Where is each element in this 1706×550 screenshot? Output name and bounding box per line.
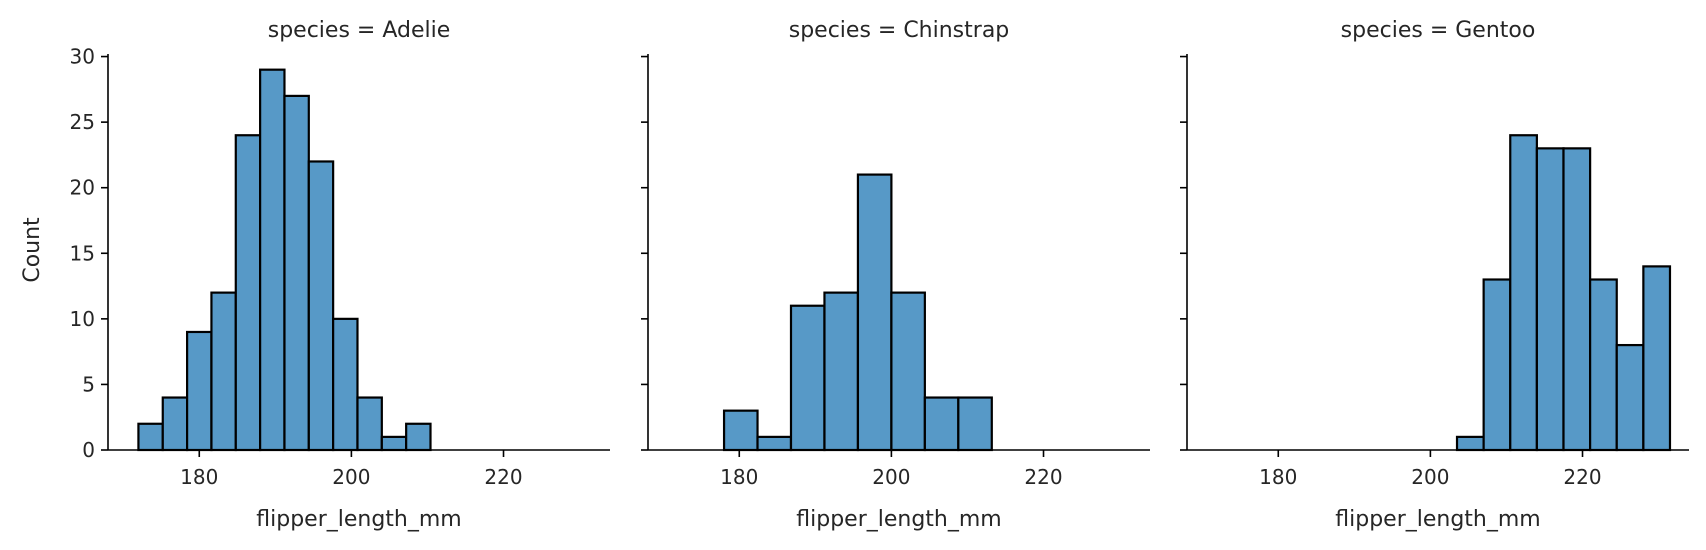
facet-title: species = Adelie	[268, 18, 451, 43]
histogram-bar	[1509, 134, 1538, 452]
histogram-bar	[1589, 278, 1618, 452]
x-tick-label: 200	[332, 465, 370, 489]
y-tick-label: 0	[82, 438, 95, 462]
histogram-bar	[1482, 278, 1512, 452]
histogram-bar	[957, 396, 993, 452]
x-axis-label: flipper_length_mm	[256, 507, 461, 532]
histogram-bar	[161, 396, 189, 452]
x-tick-label: 180	[180, 465, 218, 489]
histogram-bar	[210, 291, 237, 452]
histogram-bar	[1615, 343, 1645, 452]
y-tick-label: 30	[70, 45, 95, 69]
x-tick-label: 200	[872, 465, 910, 489]
histogram-bar	[186, 330, 213, 452]
x-axis-label: flipper_length_mm	[796, 507, 1001, 532]
histogram-bar	[756, 435, 793, 452]
histogram-bar	[137, 422, 164, 452]
x-tick-label: 220	[484, 465, 522, 489]
histogram-bar	[380, 435, 408, 452]
histogram-bar	[259, 68, 286, 452]
y-tick-label: 5	[82, 372, 95, 396]
histogram-bar	[283, 94, 310, 452]
facet-title: species = Gentoo	[1341, 18, 1536, 43]
facet-adelie: 0 5 10 15 20 25 30 180 200 220 species = Adelie fli…	[20, 18, 610, 532]
histogram-bar	[234, 134, 262, 452]
histogram-bar	[356, 396, 383, 452]
facet-gentoo: 180 200 220 species = Gentoo flipper_length_…	[1180, 18, 1689, 532]
histogram-bar	[332, 317, 359, 452]
x-tick-label: 220	[1024, 465, 1062, 489]
histogram-bar	[823, 291, 860, 452]
histogram-bar	[307, 160, 335, 452]
histogram-bar	[856, 173, 893, 452]
y-tick-label: 20	[70, 176, 95, 200]
facet-title: species = Chinstrap	[789, 18, 1010, 43]
x-axis-label: flipper_length_mm	[1335, 507, 1540, 532]
y-tick-label: 15	[70, 241, 95, 265]
x-tick-label: 180	[720, 465, 758, 489]
histogram-bar	[1562, 147, 1592, 452]
histogram-bar	[1535, 147, 1565, 452]
x-tick-label: 220	[1563, 465, 1601, 489]
histogram-bar	[1455, 435, 1485, 452]
histogram-bar	[1642, 265, 1672, 452]
facet-chinstrap: 180 200 220 species = Chinstrap flipper_leng…	[641, 18, 1150, 532]
histogram-bar	[722, 409, 759, 452]
y-tick-label: 10	[70, 307, 95, 331]
y-tick-label: 25	[70, 110, 95, 134]
histogram-bar	[923, 396, 960, 452]
x-tick-label: 200	[1411, 465, 1449, 489]
y-axis-label: Count	[20, 217, 45, 283]
histogram-bar	[890, 291, 926, 452]
histogram-bar	[405, 422, 432, 452]
x-tick-label: 180	[1259, 465, 1297, 489]
histogram-bar	[789, 304, 826, 452]
